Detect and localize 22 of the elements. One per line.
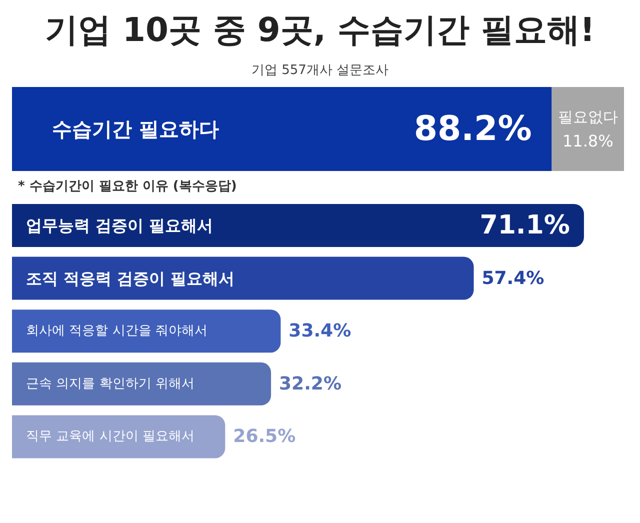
data-label: 71.1% bbox=[480, 210, 570, 240]
bar bbox=[12, 362, 272, 406]
bar bbox=[12, 204, 584, 247]
chart-title: 기업 10곳 중 9곳, 수습기간 필요해! bbox=[44, 9, 596, 51]
y-tick-label: 조직 적응력 검증이 필요해서 bbox=[26, 268, 235, 288]
y-tick-label: 업무능력 검증이 필요해서 bbox=[26, 216, 214, 235]
y-tick-label: 직무 교육에 시간이 필요해서 bbox=[26, 429, 194, 444]
series-label: 필요없다 bbox=[558, 108, 618, 126]
bar bbox=[12, 256, 474, 300]
data-label: 26.5% bbox=[233, 426, 296, 448]
chart-subtitle: 기업 557개사 설문조사 bbox=[250, 62, 390, 79]
bar bbox=[12, 415, 226, 458]
series-label: 수습기간 필요하다 bbox=[52, 117, 219, 141]
y-tick-label: 회사에 적응할 시간을 줘야해서 bbox=[26, 324, 208, 339]
data-label: 32.2% bbox=[279, 373, 342, 394]
chart-subtitle: * 수습기간이 필요한 이유 (복수응답) bbox=[18, 178, 238, 195]
data-label: 57.4% bbox=[482, 268, 544, 289]
bar bbox=[12, 310, 281, 353]
data-label: 88.2% bbox=[414, 109, 532, 149]
y-tick-label: 근속 의지를 확인하기 위해서 bbox=[26, 376, 194, 392]
data-label: 11.8% bbox=[562, 132, 614, 150]
data-label: 33.4% bbox=[288, 320, 352, 342]
